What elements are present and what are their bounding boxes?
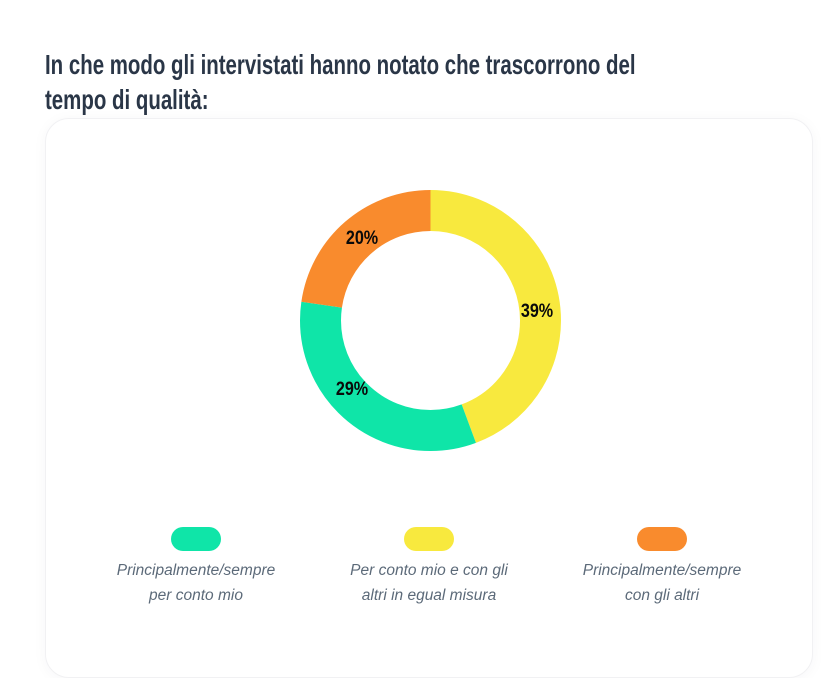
legend-swatch: [637, 527, 687, 551]
chart-card: 39% 29% 20% Principalmente/sempre per co…: [45, 118, 813, 678]
slice-value-label: 20%: [345, 228, 379, 249]
donut-svg: [300, 190, 561, 451]
slice-value-label: 39%: [520, 301, 554, 322]
legend-label: Principalmente/sempre con gli altri: [552, 558, 772, 608]
legend-item-per-conto-mio: Principalmente/sempre per conto mio: [86, 527, 306, 608]
legend-label-line: Principalmente/sempre: [582, 562, 742, 579]
legend-label: Per conto mio e con gli altri in egual m…: [319, 558, 539, 608]
page-title: In che modo gli intervistati hanno notat…: [45, 47, 821, 117]
slice-value-label: 29%: [335, 379, 369, 400]
donut-slice: [300, 190, 561, 451]
donut-chart: 39% 29% 20%: [300, 190, 561, 451]
legend-label-line: Principalmente/sempre: [116, 562, 276, 579]
legend-label-line: Per conto mio e con gli: [350, 562, 508, 579]
legend-label-line: altri in egual misura: [361, 587, 497, 604]
page-title-line-2: tempo di qualità:: [45, 84, 209, 116]
legend-label: Principalmente/sempre per conto mio: [86, 558, 306, 608]
page-title-line-1: In che modo gli intervistati hanno notat…: [45, 49, 636, 81]
legend-label-line: con gli altri: [624, 587, 700, 604]
legend-label-line: per conto mio: [149, 587, 243, 604]
legend-item-con-gli-altri: Principalmente/sempre con gli altri: [552, 527, 772, 608]
donut-slice: [300, 190, 561, 451]
legend-swatch: [171, 527, 221, 551]
legend-item-egual-misura: Per conto mio e con gli altri in egual m…: [319, 527, 539, 608]
chart-legend: Principalmente/sempre per conto mio Per …: [46, 527, 812, 608]
legend-swatch: [404, 527, 454, 551]
